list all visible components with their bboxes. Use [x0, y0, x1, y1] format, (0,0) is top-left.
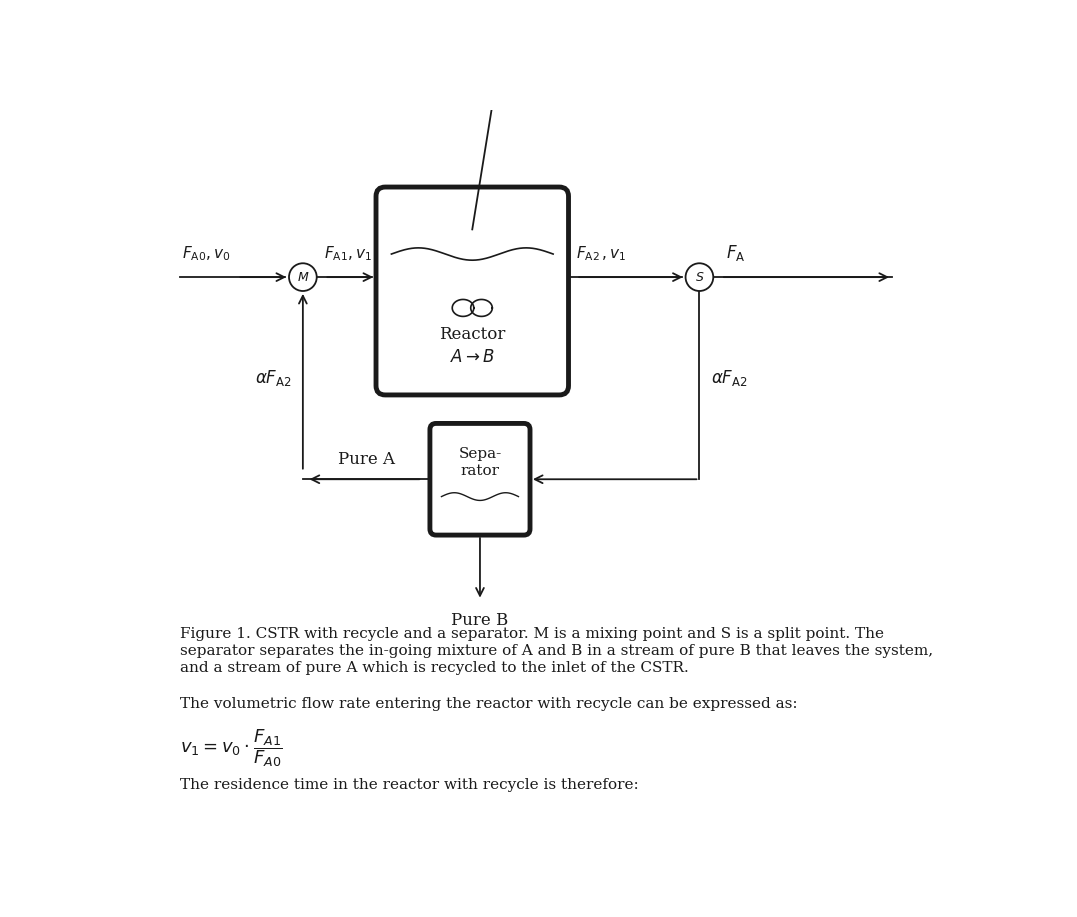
Text: Pure B: Pure B — [451, 612, 508, 629]
Text: $M$: $M$ — [296, 271, 309, 283]
FancyBboxPatch shape — [430, 424, 530, 536]
Text: Figure 1. CSTR with recycle and a separator. M is a mixing point and S is a spli: Figure 1. CSTR with recycle and a separa… — [180, 627, 883, 642]
Text: separator separates the in-going mixture of A and B in a stream of pure B that l: separator separates the in-going mixture… — [180, 645, 933, 658]
Text: $F_{\rm A0}, v_0$: $F_{\rm A0}, v_0$ — [182, 245, 230, 263]
Circle shape — [289, 263, 317, 291]
Text: $v_1 = v_0 \cdot \dfrac{F_{A1}}{F_{A0}}$: $v_1 = v_0 \cdot \dfrac{F_{A1}}{F_{A0}}$ — [180, 727, 282, 769]
Text: $F_{\rm A}$: $F_{\rm A}$ — [726, 243, 745, 263]
Text: The residence time in the reactor with recycle is therefore:: The residence time in the reactor with r… — [180, 778, 639, 791]
Text: $S$: $S$ — [695, 271, 704, 283]
Text: $\alpha F_{\rm A2}$: $\alpha F_{\rm A2}$ — [711, 369, 747, 388]
FancyBboxPatch shape — [376, 187, 569, 395]
Text: The volumetric flow rate entering the reactor with recycle can be expressed as:: The volumetric flow rate entering the re… — [180, 697, 797, 711]
Text: $A \rightarrow B$: $A \rightarrow B$ — [450, 349, 494, 367]
Text: rator: rator — [461, 464, 500, 478]
Circle shape — [686, 263, 713, 291]
Text: $\alpha F_{\rm A2}$: $\alpha F_{\rm A2}$ — [254, 369, 291, 388]
Text: Sepa-: Sepa- — [459, 447, 502, 461]
Text: $F_{\rm A1}, v_1$: $F_{\rm A1}, v_1$ — [324, 245, 373, 263]
Text: Pure A: Pure A — [338, 450, 395, 468]
Text: and a stream of pure A which is recycled to the inlet of the CSTR.: and a stream of pure A which is recycled… — [180, 661, 688, 675]
Text: Reactor: Reactor — [439, 326, 505, 343]
Text: $F_{\rm A2}\,, v_1$: $F_{\rm A2}\,, v_1$ — [576, 245, 627, 263]
